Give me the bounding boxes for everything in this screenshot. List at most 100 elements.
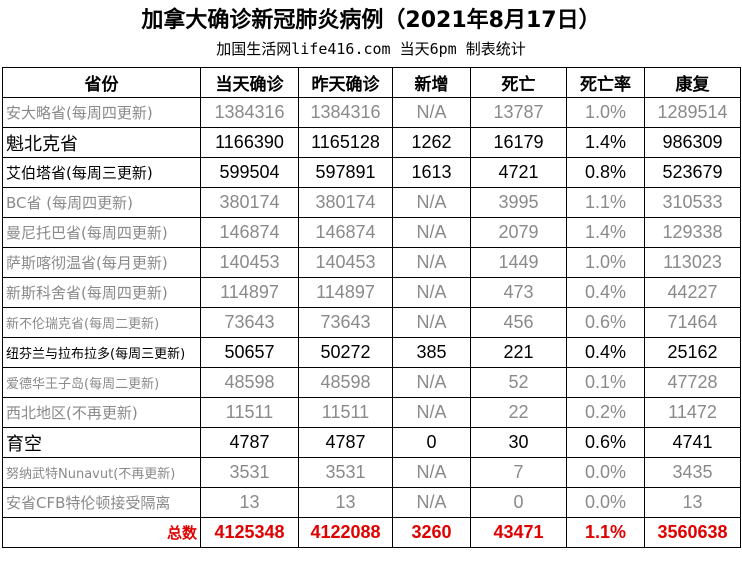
column-header: 省份 — [2, 67, 201, 98]
value-cell: N/A — [392, 217, 471, 248]
value-cell: 114897 — [200, 277, 299, 308]
value-cell: 140453 — [200, 247, 299, 278]
value-cell: 0.0% — [566, 487, 645, 518]
table-row: 安省CFB特伦顿接受隔离 13 13 N/A 0 0.0% 13 — [2, 487, 741, 518]
value-cell: 523679 — [644, 157, 741, 188]
value-cell: 7 — [470, 457, 567, 488]
province-cell: 西北地区(不再更新) — [2, 397, 201, 428]
value-cell: 13 — [644, 487, 741, 518]
value-cell: 3995 — [470, 187, 567, 218]
value-cell: 146874 — [200, 217, 299, 248]
value-cell: 385 — [392, 337, 471, 368]
value-cell: 0.4% — [566, 277, 645, 308]
table-row: 纽芬兰与拉布拉多(每周三更新) 50657 50272 385 221 0.4% 25162 — [2, 337, 741, 368]
value-cell: 221 — [470, 337, 567, 368]
province-cell: 萨斯喀彻温省(每月更新) — [2, 247, 201, 278]
column-header: 康复 — [644, 67, 741, 98]
province-cell: 曼尼托巴省(每周四更新) — [2, 217, 201, 248]
value-cell: 1262 — [392, 127, 471, 158]
value-cell: 310533 — [644, 187, 741, 218]
value-cell: 2079 — [470, 217, 567, 248]
column-header: 新增 — [392, 67, 471, 98]
province-cell: 新斯科舍省(每周四更新) — [2, 277, 201, 308]
value-cell: 0.0% — [566, 457, 645, 488]
value-cell: 43471 — [470, 517, 567, 548]
value-cell: 1.1% — [566, 187, 645, 218]
subtitle: 加国生活网life416.com 当天6pm 制表统计 — [216, 40, 526, 58]
table-row: BC省 (每周四更新) 380174 380174 N/A 3995 1.1% 310533 — [2, 187, 741, 218]
value-cell: 71464 — [644, 307, 741, 338]
value-cell: 1.1% — [566, 517, 645, 548]
value-cell: 44227 — [644, 277, 741, 308]
value-cell: N/A — [392, 367, 471, 398]
value-cell: 48598 — [298, 367, 393, 398]
value-cell: 30 — [470, 427, 567, 458]
value-cell: 129338 — [644, 217, 741, 248]
value-cell: 1.0% — [566, 247, 645, 278]
value-cell: N/A — [392, 487, 471, 518]
value-cell: 1165128 — [298, 127, 393, 158]
value-cell: 4787 — [298, 427, 393, 458]
value-cell: 140453 — [298, 247, 393, 278]
value-cell: 4721 — [470, 157, 567, 188]
value-cell: 73643 — [200, 307, 299, 338]
value-cell: 1384316 — [200, 97, 299, 128]
table-body: 安大略省(每周四更新) 1384316 1384316 N/A 13787 1.0% 128… — [2, 97, 741, 548]
value-cell: 1289514 — [644, 97, 741, 128]
value-cell: 1.4% — [566, 217, 645, 248]
province-cell: 纽芬兰与拉布拉多(每周三更新) — [2, 337, 201, 368]
table-row: 新不伦瑞克省(每周二更新) 73643 73643 N/A 456 0.6% 71464 — [2, 307, 741, 338]
value-cell: N/A — [392, 187, 471, 218]
province-cell: 魁北克省 — [2, 127, 201, 158]
value-cell: 380174 — [200, 187, 299, 218]
table-row: 曼尼托巴省(每周四更新) 146874 146874 N/A 2079 1.4% 12933… — [2, 217, 741, 248]
value-cell: 1613 — [392, 157, 471, 188]
header-row: 省份 当天确诊 昨天确诊 新增 死亡 死亡率 康复 — [2, 67, 741, 98]
value-cell: 4125348 — [200, 517, 299, 548]
value-cell: 0.6% — [566, 307, 645, 338]
title: 加拿大确诊新冠肺炎病例（2021年8月17日） — [141, 8, 601, 33]
value-cell: 0.4% — [566, 337, 645, 368]
value-cell: 114897 — [298, 277, 393, 308]
table-row: 西北地区(不再更新) 11511 11511 N/A 22 0.2% 11472 — [2, 397, 741, 428]
province-cell: 安大略省(每周四更新) — [2, 97, 201, 128]
value-cell: 1384316 — [298, 97, 393, 128]
table-row: 爱德华王子岛(每周二更新) 48598 48598 N/A 52 0.1% 47728 — [2, 367, 741, 398]
column-header: 当天确诊 — [200, 67, 299, 98]
value-cell: 4787 — [200, 427, 299, 458]
value-cell: 1.0% — [566, 97, 645, 128]
table-row: 新斯科舍省(每周四更新) 114897 114897 N/A 473 0.4% 44227 — [2, 277, 741, 308]
value-cell: 4741 — [644, 427, 741, 458]
value-cell: 50657 — [200, 337, 299, 368]
province-cell: 爱德华王子岛(每周二更新) — [2, 367, 201, 398]
value-cell: N/A — [392, 277, 471, 308]
value-cell: 146874 — [298, 217, 393, 248]
value-cell: 456 — [470, 307, 567, 338]
value-cell: 3531 — [200, 457, 299, 488]
value-cell: N/A — [392, 247, 471, 278]
value-cell: N/A — [392, 307, 471, 338]
province-cell: 艾伯塔省(每周三更新) — [2, 157, 201, 188]
value-cell: 0.8% — [566, 157, 645, 188]
value-cell: 52 — [470, 367, 567, 398]
value-cell: 22 — [470, 397, 567, 428]
table-row: 安大略省(每周四更新) 1384316 1384316 N/A 13787 1.0% 128… — [2, 97, 741, 128]
value-cell: 0.2% — [566, 397, 645, 428]
value-cell: 599504 — [200, 157, 299, 188]
value-cell: 16179 — [470, 127, 567, 158]
value-cell: N/A — [392, 457, 471, 488]
value-cell: 3435 — [644, 457, 741, 488]
table-row: 育空 4787 4787 0 30 0.6% 4741 — [2, 427, 741, 458]
column-header: 死亡率 — [566, 67, 645, 98]
value-cell: 11511 — [298, 397, 393, 428]
value-cell: 1.4% — [566, 127, 645, 158]
value-cell: 0.6% — [566, 427, 645, 458]
value-cell: 50272 — [298, 337, 393, 368]
value-cell: 13787 — [470, 97, 567, 128]
value-cell: 13 — [298, 487, 393, 518]
column-header: 死亡 — [470, 67, 567, 98]
value-cell: 11511 — [200, 397, 299, 428]
table-row: 艾伯塔省(每周三更新) 599504 597891 1613 4721 0.8% 52367… — [2, 157, 741, 188]
value-cell: 0 — [470, 487, 567, 518]
